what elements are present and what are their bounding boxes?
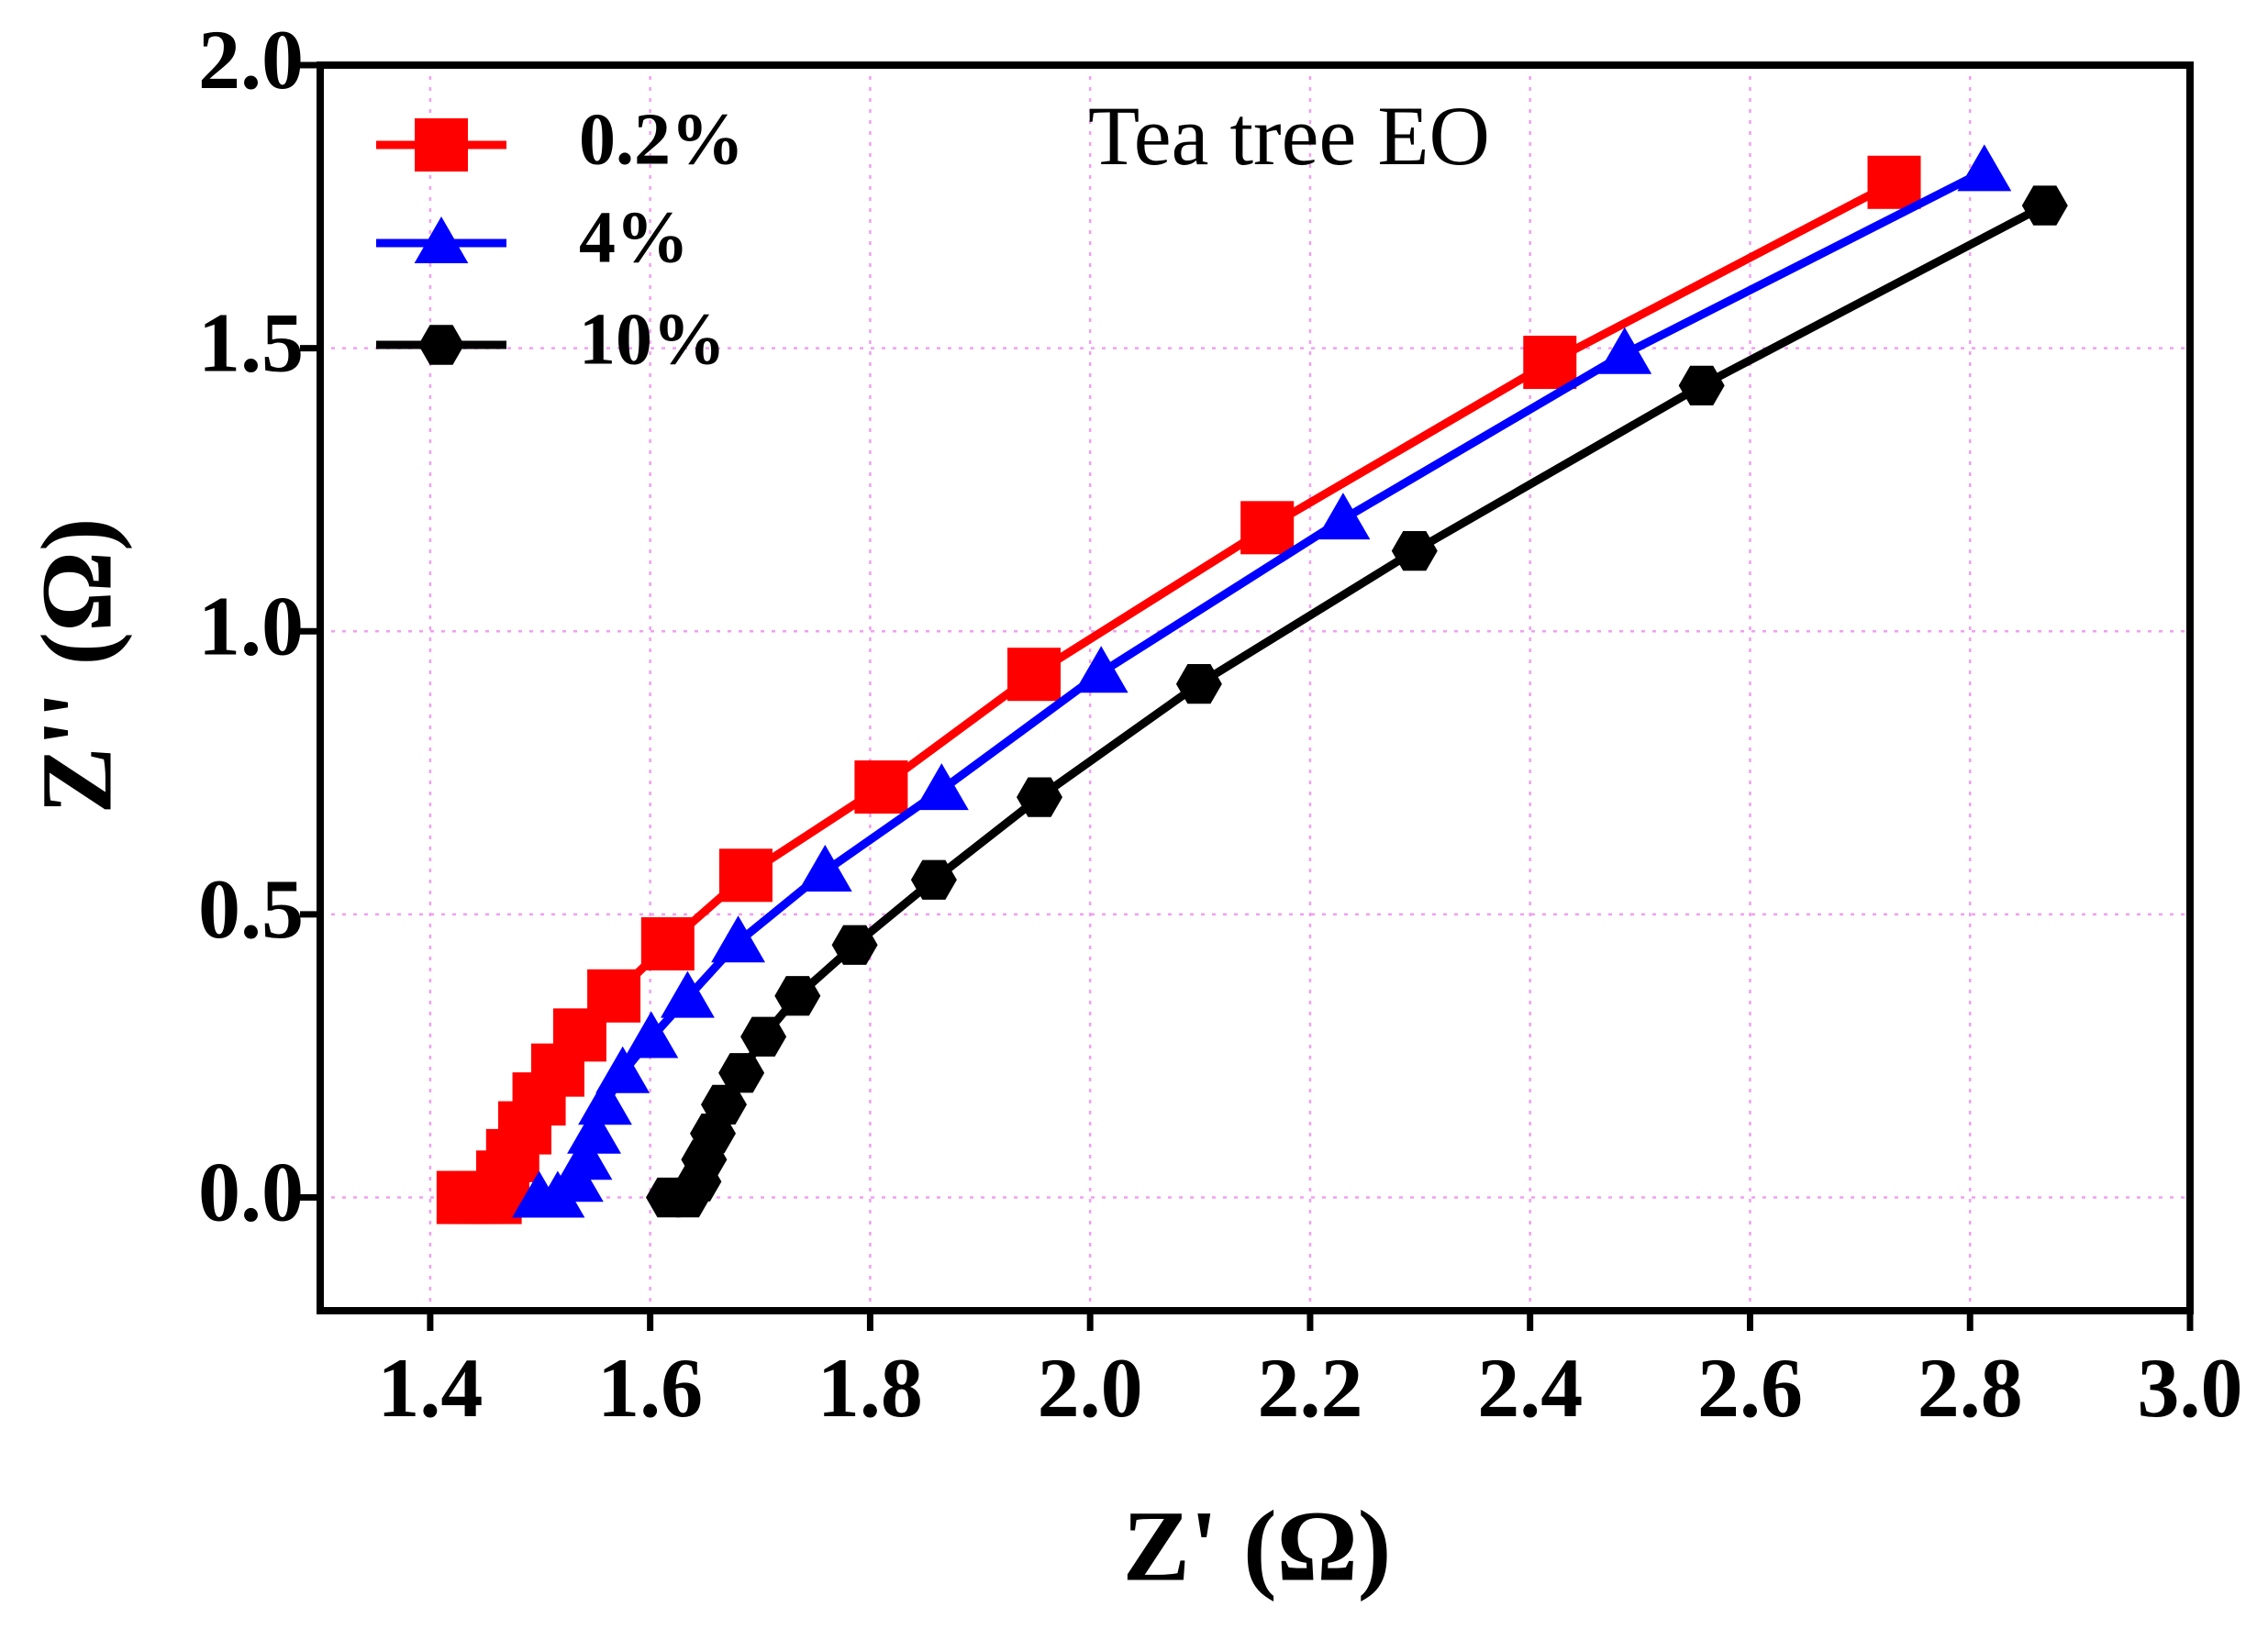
marker (831, 925, 878, 965)
marker (1175, 664, 1222, 704)
x-tick-label: 1.8 (817, 1341, 923, 1435)
marker (595, 1046, 650, 1093)
marker (1391, 531, 1438, 571)
x-tick-label: 2.0 (1038, 1341, 1143, 1435)
x-tick-label: 1.6 (597, 1341, 703, 1435)
marker (1017, 777, 1062, 817)
marker (567, 1106, 621, 1154)
legend-label: 0.2% (579, 99, 744, 180)
marker (558, 1133, 613, 1180)
marker (711, 915, 765, 963)
chart-title: Tea tree EO (1088, 89, 1490, 183)
marker (1597, 327, 1652, 374)
marker (1678, 365, 1725, 405)
x-axis-label: Z' (Ω) (1123, 1490, 1392, 1601)
series (436, 155, 1921, 1224)
series-line (669, 202, 2047, 1202)
axes-frame (317, 61, 2194, 1314)
marker (914, 763, 969, 811)
y-tick-label: 2.0 (198, 13, 304, 106)
y-axis-label: Z'' (Ω) (20, 517, 132, 814)
x-tick-label: 2.4 (1477, 1341, 1583, 1435)
series (512, 144, 2012, 1218)
marker (701, 1084, 747, 1125)
marker (414, 216, 469, 263)
marker (624, 1011, 679, 1058)
marker (1957, 144, 2012, 192)
marker (661, 970, 715, 1018)
marker (578, 1078, 632, 1125)
ticks: 1.4 1.6 1.8 2.0 2.2 2.4 2.6 2.8 3.0 0.0 0.5 1.0 1.5 2… (198, 13, 2243, 1435)
series (646, 185, 2068, 1218)
y-tick-label: 1.0 (198, 579, 304, 672)
y-tick-label: 1.5 (198, 296, 304, 390)
marker (418, 325, 464, 365)
marker (415, 118, 468, 172)
marker (1316, 493, 1371, 540)
legend: 0.2% 4% 10% (376, 99, 744, 380)
marker (1240, 501, 1295, 555)
marker (1007, 648, 1062, 702)
marker (854, 760, 908, 814)
legend-label: 10% (579, 299, 726, 380)
marker (1523, 336, 1577, 390)
x-tick-label: 1.4 (377, 1341, 483, 1435)
x-tick-label: 2.2 (1257, 1341, 1362, 1435)
x-tick-label: 2.6 (1697, 1341, 1803, 1435)
legend-label: 4% (579, 197, 689, 278)
marker (1867, 155, 1921, 209)
marker (640, 917, 695, 971)
marker (718, 848, 773, 903)
marker (718, 1053, 765, 1093)
marker (774, 976, 821, 1016)
marker (910, 859, 957, 900)
plot-area (436, 144, 2068, 1224)
marker (2021, 185, 2068, 226)
x-tick-label: 3.0 (2138, 1341, 2243, 1435)
marker (1073, 646, 1128, 693)
marker (797, 845, 852, 892)
y-tick-label: 0.5 (198, 862, 304, 956)
x-tick-label: 2.8 (1918, 1341, 2023, 1435)
marker (587, 969, 641, 1023)
marker (740, 1016, 787, 1057)
y-tick-label: 0.0 (198, 1146, 304, 1239)
